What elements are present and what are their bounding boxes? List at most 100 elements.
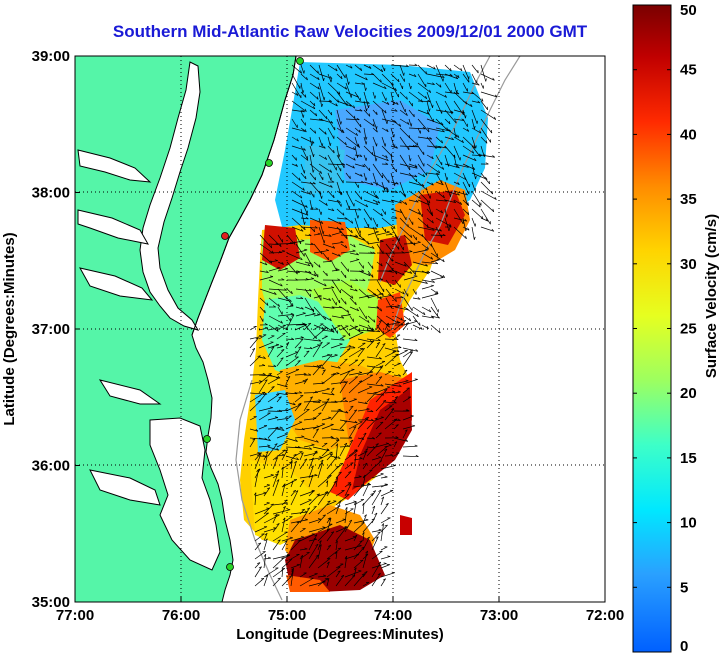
- velocity-arrow: [318, 154, 327, 160]
- velocity-arrow: [249, 335, 263, 340]
- velocity-arrow-head: [300, 452, 304, 455]
- velocity-arrow: [290, 480, 294, 488]
- velocity-arrow: [277, 234, 283, 243]
- velocity-arrow: [308, 518, 322, 524]
- velocity-arrow: [471, 118, 475, 130]
- velocity-arrow: [385, 261, 398, 275]
- velocity-arrow: [417, 91, 427, 100]
- velocity-arrow: [254, 512, 269, 524]
- velocity-arrow: [336, 145, 340, 158]
- velocity-arrow: [309, 118, 324, 121]
- velocity-arrow: [268, 315, 283, 324]
- velocity-arrow: [304, 261, 312, 265]
- velocity-arrow: [272, 523, 280, 533]
- velocity-arrow: [363, 109, 371, 117]
- velocity-arrow: [348, 405, 354, 412]
- velocity-arrow: [376, 231, 390, 236]
- velocity-arrow: [295, 249, 308, 254]
- velocity-arrow: [299, 452, 304, 461]
- velocity-arrow-head: [323, 574, 327, 577]
- velocity-arrow-head: [311, 443, 315, 446]
- velocity-arrow: [390, 172, 396, 186]
- velocity-arrow: [331, 261, 338, 272]
- velocity-arrow: [480, 109, 496, 120]
- velocity-arrow-head: [366, 536, 370, 539]
- velocity-arrow: [372, 181, 389, 191]
- velocity-arrow: [430, 297, 439, 313]
- velocity-arrow-head: [290, 312, 294, 315]
- velocity-arrow-head: [280, 568, 284, 572]
- velocity-arrow-head: [331, 392, 335, 396]
- velocity-arrow-head: [323, 240, 326, 244]
- velocity-arrow: [330, 338, 345, 341]
- velocity-arrow: [308, 465, 314, 479]
- velocity-arrow: [272, 502, 288, 506]
- velocity-arrow: [471, 199, 481, 208]
- velocity-arrow-head: [369, 339, 373, 343]
- velocity-arrow-head: [485, 218, 488, 222]
- velocity-arrow-head: [397, 390, 401, 393]
- velocity-arrow: [435, 199, 447, 202]
- velocity-arrow-head: [280, 320, 283, 324]
- velocity-arrow: [362, 462, 368, 470]
- velocity-arrow-head: [404, 263, 407, 267]
- velocity-arrow-head: [364, 418, 368, 421]
- velocity-arrow: [367, 252, 376, 254]
- velocity-arrow-head: [309, 346, 313, 350]
- velocity-arrow-head: [358, 380, 363, 382]
- velocity-arrow-head: [464, 218, 468, 222]
- velocity-arrow-head: [378, 460, 382, 462]
- velocity-arrow: [330, 381, 347, 385]
- y-axis-label: Latitude (Degrees:Minutes): [1, 232, 18, 425]
- velocity-arrow: [366, 366, 376, 376]
- velocity-arrow: [330, 365, 341, 369]
- velocity-arrow: [348, 426, 357, 439]
- velocity-arrow: [471, 82, 480, 86]
- velocity-arrow: [268, 288, 287, 291]
- velocity-arrow: [331, 306, 342, 309]
- velocity-arrow: [312, 412, 322, 421]
- velocity-arrow-head: [436, 172, 440, 175]
- velocity-arrow: [471, 208, 484, 220]
- velocity-arrow: [399, 190, 406, 197]
- velocity-arrow-head: [314, 226, 318, 229]
- velocity-arrow: [335, 563, 344, 569]
- velocity-arrow-head: [428, 200, 431, 204]
- velocity-arrow-head: [262, 454, 266, 457]
- velocity-arrow: [357, 432, 367, 448]
- velocity-arrow-head: [476, 82, 480, 86]
- velocity-arrow-head: [352, 147, 356, 150]
- velocity-arrow-head: [330, 531, 334, 534]
- velocity-arrow: [358, 294, 377, 299]
- velocity-arrow: [426, 100, 430, 112]
- bay-inlet: [77, 149, 152, 183]
- velocity-arrow-head: [485, 140, 488, 144]
- velocity-arrow: [380, 517, 391, 524]
- velocity-arrow: [375, 342, 380, 349]
- velocity-arrow: [308, 534, 318, 551]
- velocity-arrow: [408, 109, 415, 118]
- velocity-arrow: [330, 387, 335, 394]
- velocity-arrow-head: [264, 326, 268, 329]
- velocity-arrow: [417, 208, 423, 218]
- velocity-arrow: [366, 437, 375, 440]
- velocity-arrow: [321, 373, 337, 385]
- velocity-arrow-head: [324, 283, 327, 287]
- velocity-arrow-head: [313, 273, 317, 277]
- velocity-arrow: [403, 288, 409, 297]
- velocity-arrow-head: [406, 387, 410, 389]
- velocity-arrow: [358, 243, 375, 249]
- velocity-arrow-head: [404, 429, 408, 432]
- velocity-arrow: [399, 100, 406, 113]
- velocity-arrow: [362, 582, 370, 587]
- velocity-arrow: [336, 118, 343, 133]
- velocity-arrow-head: [394, 441, 398, 444]
- velocity-arrow-head: [461, 139, 464, 143]
- velocity-arrow: [353, 540, 363, 551]
- velocity-arrow-head: [391, 269, 395, 272]
- velocity-arrow-head: [264, 437, 268, 440]
- velocity-arrow: [285, 338, 294, 340]
- velocity-arrow: [321, 449, 330, 457]
- velocity-arrow-head: [306, 157, 309, 161]
- velocity-arrow-head: [333, 480, 337, 483]
